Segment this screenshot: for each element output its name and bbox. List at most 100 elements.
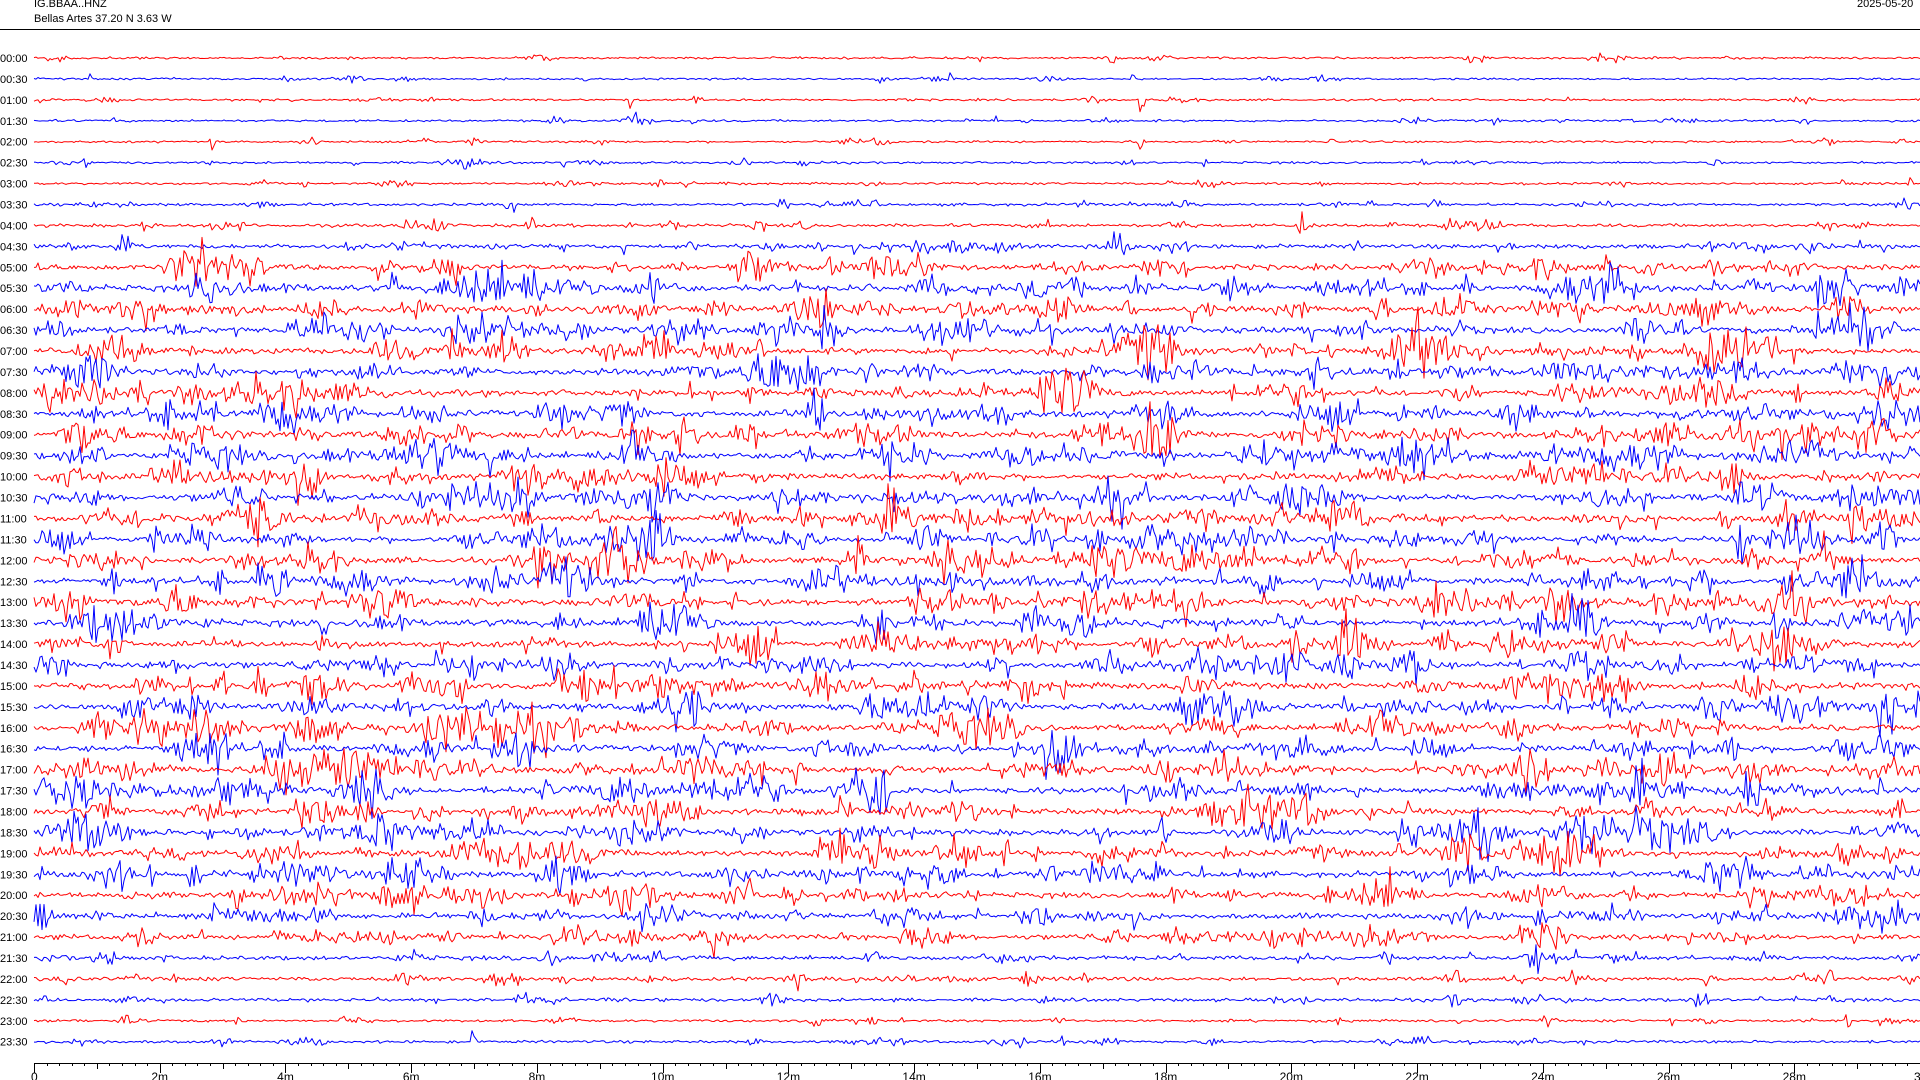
time-label: 07:30 (0, 367, 28, 379)
trace-1330 (33, 593, 1920, 645)
time-label: 20:30 (0, 911, 28, 923)
trace-1230 (33, 554, 1920, 599)
time-label: 04:00 (0, 220, 28, 232)
x-tick-label: 14m (902, 1070, 925, 1080)
time-label: 18:00 (0, 807, 28, 819)
time-label: 08:00 (0, 388, 28, 400)
x-tick-label: 30 (1914, 1070, 1920, 1080)
time-label: 05:00 (0, 262, 28, 274)
x-tick-label: 10m (651, 1070, 674, 1080)
time-label: 09:00 (0, 430, 28, 442)
trace-0430 (33, 231, 1920, 256)
time-label: 12:30 (0, 576, 28, 588)
trace-0630 (33, 302, 1920, 352)
x-tick-label: 18m (1154, 1070, 1177, 1080)
x-tick-label: 28m (1783, 1070, 1806, 1080)
time-label: 05:30 (0, 283, 28, 295)
trace-2030 (33, 899, 1920, 934)
trace-0530 (33, 259, 1920, 309)
x-axis: 0 2m 4m 6m 8m 10m 12m 14m 16m 18m 20m 22m 24m 26m 28m 3… (31, 1063, 1920, 1080)
x-tick-label: 24m (1531, 1070, 1554, 1080)
trace-0500 (33, 236, 1920, 287)
x-tick-label: 20m (1280, 1070, 1303, 1080)
time-label: 03:00 (0, 179, 28, 191)
time-label: 01:00 (0, 95, 28, 107)
trace-0730 (33, 353, 1920, 391)
time-label: 10:00 (0, 472, 28, 484)
trace-1900 (33, 827, 1920, 877)
x-tick-label: 16m (1028, 1070, 1051, 1080)
trace-1400 (33, 608, 1920, 672)
time-label: 08:30 (0, 409, 28, 421)
trace-1600 (33, 701, 1920, 759)
time-label: 14:00 (0, 639, 28, 651)
trace-0400 (33, 211, 1920, 234)
station-location: Bellas Artes 37.20 N 3.63 W (34, 13, 172, 25)
trace-0930 (33, 429, 1920, 482)
time-label: 16:30 (0, 744, 28, 756)
time-label: 14:30 (0, 660, 28, 672)
trace-0700 (33, 306, 1920, 381)
time-label: 18:30 (0, 827, 28, 839)
record-date: 2025-05-20 (1857, 0, 1914, 10)
trace-1430 (33, 646, 1920, 686)
time-labels: 00:00 00:30 01:00 01:30 02:00 02:30 03:00 03:30… (0, 53, 28, 1049)
time-label: 17:00 (0, 765, 28, 777)
trace-2300 (33, 1014, 1920, 1028)
time-label: 23:00 (0, 1016, 28, 1028)
trace-1930 (33, 855, 1920, 895)
time-label: 22:00 (0, 974, 28, 986)
time-label: 21:30 (0, 953, 28, 965)
x-tick-label: 4m (277, 1070, 294, 1080)
time-label: 15:30 (0, 702, 28, 714)
x-tick-label: 22m (1405, 1070, 1428, 1080)
trace-2130 (33, 944, 1920, 975)
x-tick-label: 26m (1657, 1070, 1680, 1080)
trace-0200 (33, 136, 1920, 151)
trace-0800 (33, 367, 1920, 419)
time-label: 09:30 (0, 451, 28, 463)
time-label: 06:30 (0, 325, 28, 337)
trace-1200 (33, 525, 1920, 589)
trace-0330 (33, 197, 1920, 213)
x-tick-label: 12m (777, 1070, 800, 1080)
trace-0130 (33, 111, 1920, 126)
trace-2100 (33, 922, 1920, 959)
time-label: 07:00 (0, 346, 28, 358)
trace-1300 (33, 570, 1920, 628)
time-label: 13:30 (0, 618, 28, 630)
time-label: 19:30 (0, 869, 28, 881)
trace-0030 (33, 72, 1920, 84)
time-label: 04:30 (0, 241, 28, 253)
time-label: 22:30 (0, 995, 28, 1007)
time-label: 01:30 (0, 116, 28, 128)
trace-2230 (33, 991, 1920, 1008)
time-label: 11:00 (0, 514, 27, 526)
trace-1130 (33, 510, 1920, 565)
station-code: IG.BBAA..HNZ (34, 0, 107, 10)
time-label: 12:00 (0, 555, 28, 567)
trace-1630 (33, 730, 1920, 780)
time-label: 11:30 (0, 534, 27, 546)
time-label: 02:00 (0, 137, 28, 149)
trace-2330 (34, 1030, 1920, 1049)
time-label: 03:30 (0, 200, 28, 212)
x-tick-label: 2m (151, 1070, 168, 1080)
trace-1000 (33, 457, 1920, 506)
trace-0230 (33, 157, 1920, 170)
trace-1830 (33, 805, 1920, 863)
trace-0000 (33, 52, 1920, 64)
time-label: 19:00 (0, 848, 28, 860)
time-label: 17:30 (0, 786, 28, 798)
time-label: 21:00 (0, 932, 28, 944)
time-label: 02:30 (0, 158, 28, 170)
time-label: 10:30 (0, 493, 28, 505)
time-label: 20:00 (0, 890, 28, 902)
trace-0300 (34, 177, 1920, 189)
x-tick-label: 0 (31, 1070, 38, 1080)
time-label: 16:00 (0, 723, 28, 735)
trace-1530 (33, 690, 1920, 738)
trace-0900 (33, 401, 1920, 461)
trace-1030 (33, 475, 1920, 530)
